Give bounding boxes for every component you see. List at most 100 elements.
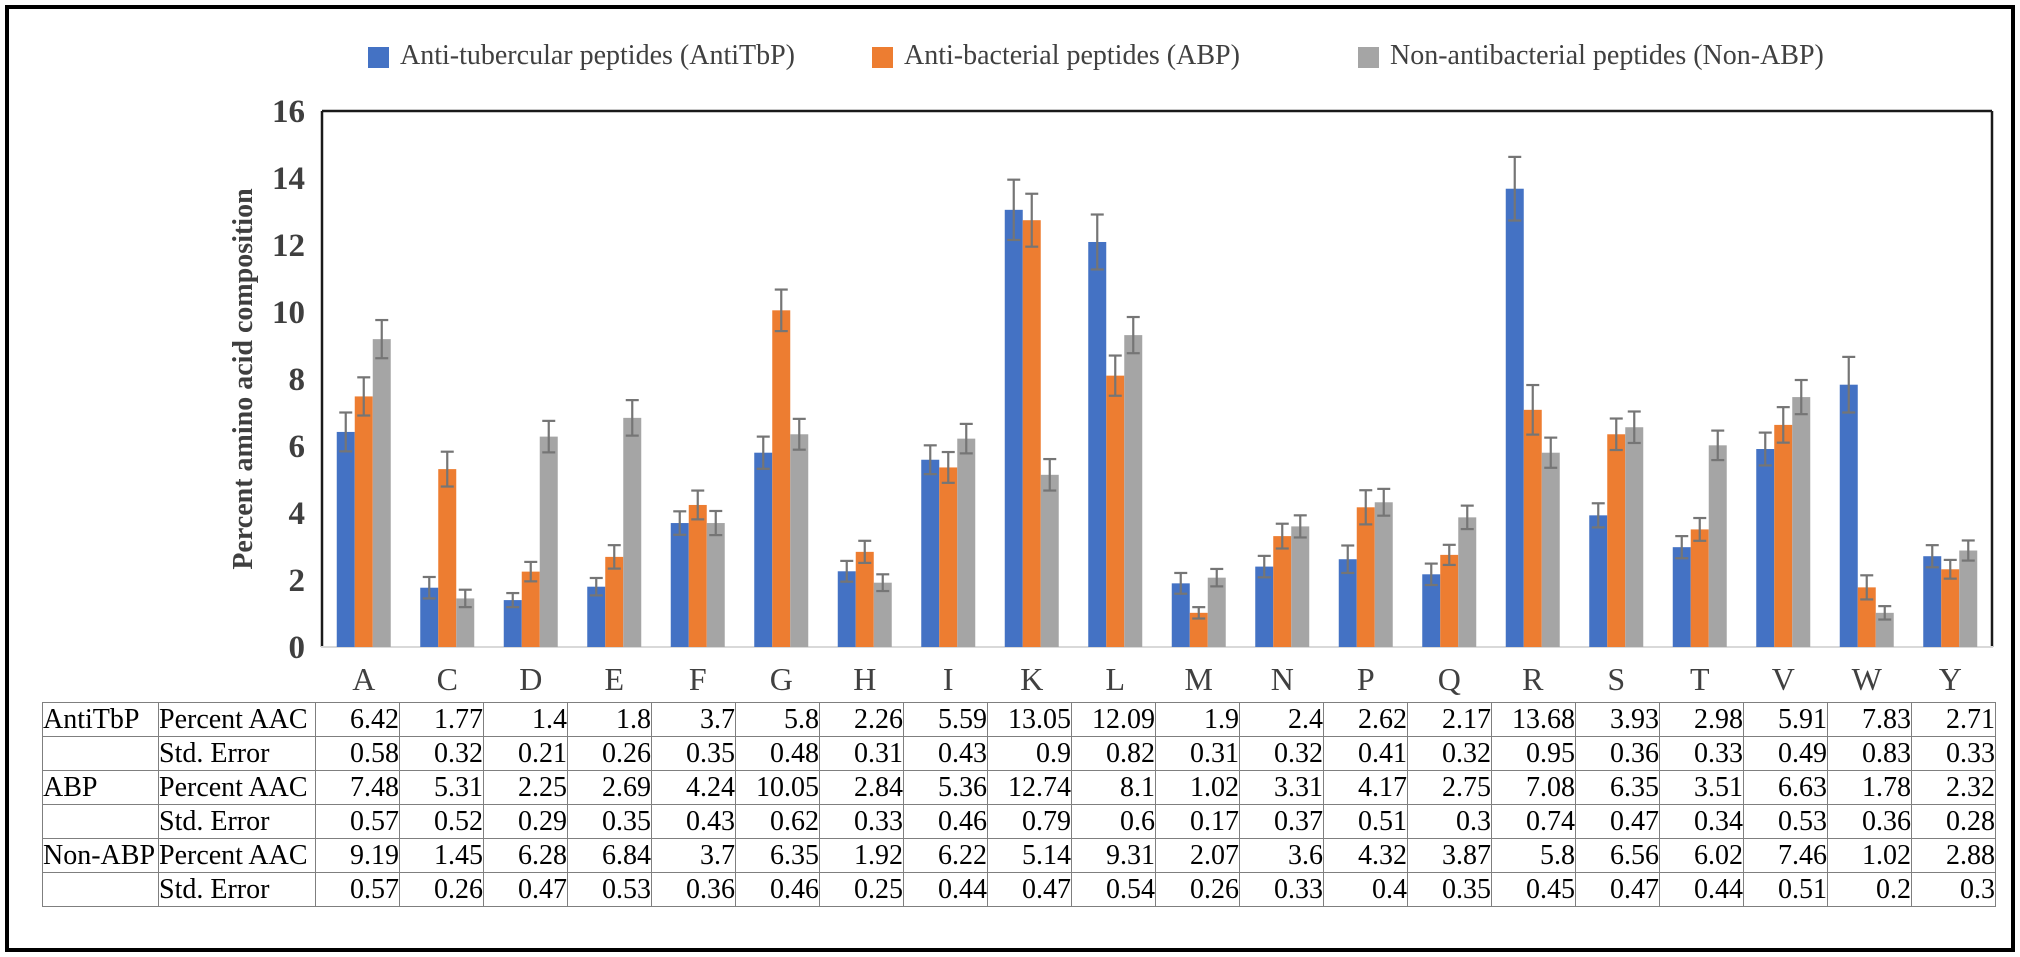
table-group-label — [42, 804, 159, 839]
table-value-cell: 5.36 — [903, 770, 988, 805]
y-axis-tick-label: 8 — [289, 362, 306, 398]
table-value-cell: 0.32 — [1239, 736, 1324, 771]
table-value-cell: 1.02 — [1827, 838, 1912, 873]
table-value-cell: 0.43 — [651, 804, 736, 839]
x-axis-label: I — [943, 661, 954, 697]
table-value-cell: 0.29 — [483, 804, 568, 839]
table-row-label: Percent AAC — [158, 838, 316, 873]
bar — [1941, 569, 1960, 647]
table-value-cell: 5.8 — [735, 702, 820, 737]
table-value-cell: 0.26 — [567, 736, 652, 771]
bar — [1607, 434, 1626, 647]
bar — [1189, 612, 1208, 647]
table-value-cell: 2.98 — [1659, 702, 1744, 737]
table-value-cell: 7.83 — [1827, 702, 1912, 737]
table-value-cell: 2.07 — [1155, 838, 1240, 873]
table-value-cell: 0.36 — [1827, 804, 1912, 839]
table-value-cell: 0.62 — [735, 804, 820, 839]
table-value-cell: 0.6 — [1071, 804, 1156, 839]
x-axis-label: F — [689, 661, 707, 697]
table-group-label — [42, 736, 159, 771]
bar — [420, 587, 439, 647]
table-value-cell: 0.53 — [1743, 804, 1828, 839]
table-value-cell: 0.36 — [1575, 736, 1660, 771]
table-value-cell: 0.53 — [567, 872, 652, 907]
bar — [1255, 566, 1274, 647]
table-value-cell: 2.62 — [1323, 702, 1408, 737]
table-value-cell: 0.47 — [483, 872, 568, 907]
bar — [503, 600, 522, 647]
table-value-cell: 2.25 — [483, 770, 568, 805]
x-axis-label: T — [1690, 661, 1710, 697]
table-value-cell: 0.51 — [1743, 872, 1828, 907]
table-row: Non-ABP Percent AAC 9.19 1.45 6.28 6.84 3.7 6.3… — [42, 838, 1996, 873]
bar — [1589, 515, 1608, 647]
table-value-cell: 0.57 — [315, 804, 400, 839]
y-axis-tick-label: 10 — [272, 295, 305, 331]
y-axis-tick-label: 2 — [289, 563, 306, 599]
bar — [957, 438, 976, 647]
table-row: Std. Error 0.57 0.52 0.29 0.35 0.43 0.62 0.33 0.… — [42, 804, 1996, 839]
bar — [939, 467, 958, 647]
bar — [921, 459, 940, 647]
bar — [1088, 241, 1107, 648]
table-value-cell: 0.36 — [651, 872, 736, 907]
table-row: AntiTbP Percent AAC 6.42 1.77 1.4 1.8 3.7 5.8 2.… — [42, 702, 1996, 737]
x-axis-label: N — [1271, 661, 1294, 697]
bar — [605, 556, 624, 647]
legend-item: Anti-tubercular peptides (AntiTbP) — [368, 40, 795, 72]
legend-label: Anti-bacterial peptides (ABP) — [904, 40, 1240, 71]
bar — [354, 396, 373, 647]
bar — [1004, 209, 1023, 647]
legend-label: Anti-tubercular peptides (AntiTbP) — [400, 40, 796, 71]
bar — [1458, 517, 1477, 647]
y-axis-title: Percent amino acid composition — [228, 188, 259, 570]
table-value-cell: 0.33 — [819, 804, 904, 839]
x-axis-label: K — [1020, 661, 1043, 697]
bar — [438, 469, 457, 647]
x-axis-label: W — [1852, 661, 1883, 697]
table-row: Std. Error 0.57 0.26 0.47 0.53 0.36 0.46 0.25 0.… — [42, 872, 1996, 907]
bar — [1273, 536, 1292, 647]
data-table: AntiTbP Percent AAC 6.42 1.77 1.4 1.8 3.7 5.8 2.… — [42, 702, 1996, 907]
y-axis-tick-label: 14 — [272, 161, 305, 197]
table-value-cell: 6.02 — [1659, 838, 1744, 873]
table-group-label: AntiTbP — [42, 702, 159, 737]
table-value-cell: 1.4 — [483, 702, 568, 737]
bar — [623, 417, 642, 647]
table-value-cell: 6.84 — [567, 838, 652, 873]
table-value-cell: 1.45 — [399, 838, 484, 873]
bar — [456, 598, 475, 647]
y-axis-tick-label: 12 — [272, 228, 305, 264]
table-value-cell: 5.91 — [1743, 702, 1828, 737]
table-value-cell: 2.71 — [1911, 702, 1996, 737]
x-axis-label: G — [770, 661, 793, 697]
x-axis-label: D — [519, 661, 542, 697]
table-value-cell: 0.21 — [483, 736, 568, 771]
table-value-cell: 0.33 — [1659, 736, 1744, 771]
table-value-cell: 9.19 — [315, 838, 400, 873]
table-value-cell: 2.17 — [1407, 702, 1492, 737]
bar — [1106, 375, 1125, 647]
table-value-cell: 0.25 — [819, 872, 904, 907]
table-value-cell: 0.47 — [1575, 804, 1660, 839]
bar — [1040, 474, 1059, 647]
table-value-cell: 0.83 — [1827, 736, 1912, 771]
table-value-cell: 0.9 — [987, 736, 1072, 771]
bar — [587, 586, 606, 647]
table-value-cell: 0.4 — [1323, 872, 1408, 907]
bar — [855, 551, 874, 647]
bar — [1171, 583, 1190, 647]
table-value-cell: 7.46 — [1743, 838, 1828, 873]
x-axis-label: Y — [1939, 661, 1962, 697]
table-value-cell: 0.44 — [903, 872, 988, 907]
table-value-cell: 6.35 — [1575, 770, 1660, 805]
table-row-label: Std. Error — [158, 804, 316, 839]
x-axis-label: H — [853, 661, 876, 697]
table-value-cell: 10.05 — [735, 770, 820, 805]
table-value-cell: 1.9 — [1155, 702, 1240, 737]
table-value-cell: 1.78 — [1827, 770, 1912, 805]
table-value-cell: 2.69 — [567, 770, 652, 805]
table-value-cell: 0.17 — [1155, 804, 1240, 839]
